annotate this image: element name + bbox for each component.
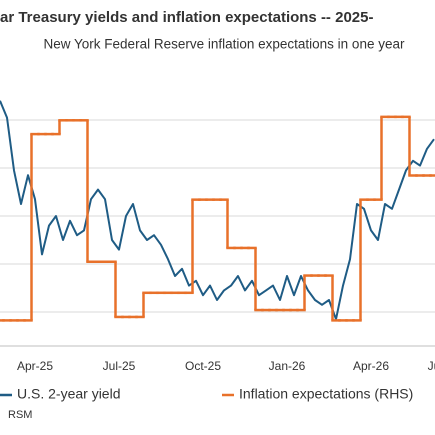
chart-subtitle: New York Federal Reserve inflation expec… <box>44 37 405 52</box>
legend-label: U.S. 2-year yield <box>17 386 120 402</box>
x-tick-label: Oct-25 <box>185 359 221 373</box>
legend-label: Inflation expectations (RHS) <box>239 386 413 402</box>
x-tick-label: Jan-26 <box>269 359 306 373</box>
source: RSM <box>8 409 32 421</box>
x-tick-label: Apr-26 <box>353 359 389 373</box>
chart-title: ar Treasury yields and inflation expecta… <box>0 9 373 26</box>
x-tick-label: Jul-25 <box>103 359 136 373</box>
grid <box>0 119 435 313</box>
series-line <box>0 100 435 321</box>
x-tick-label: Ju <box>428 359 435 373</box>
x-tick-label: Apr-25 <box>17 359 53 373</box>
